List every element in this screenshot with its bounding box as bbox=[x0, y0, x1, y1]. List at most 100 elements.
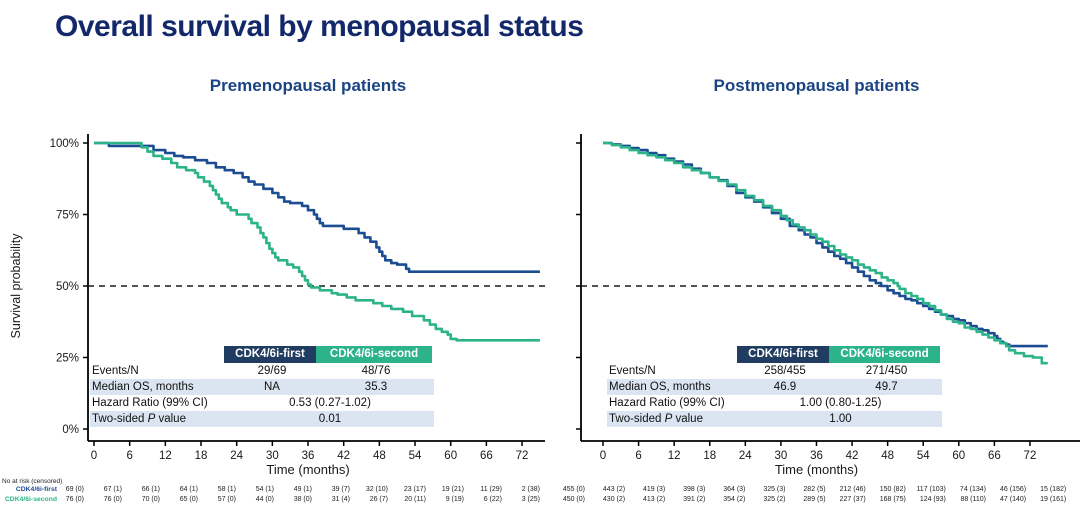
risk-count: 150 (82) bbox=[879, 485, 906, 493]
stats-row: Hazard Ratio (99% CI) 1.00 (0.80-1.25) bbox=[607, 395, 942, 411]
x-axis-title: Time (months) bbox=[775, 462, 858, 477]
y-tick-label: 75% bbox=[56, 210, 79, 222]
risk-count: 450 (0) bbox=[562, 496, 585, 503]
survival-curve-second bbox=[603, 141, 1048, 365]
x-tick-label: 72 bbox=[516, 450, 529, 462]
stats-header-row: CDK4/6i-first CDK4/6i-second bbox=[607, 346, 942, 363]
risk-count: 54 (1) bbox=[255, 485, 274, 493]
risk-count: 76 (0) bbox=[103, 496, 122, 503]
stats-row: Two-sided P value 0.01 bbox=[90, 411, 434, 427]
stats-row: Two-sided P value 1.00 bbox=[607, 411, 942, 427]
risk-count: 67 (1) bbox=[103, 485, 122, 493]
risk-count: 20 (11) bbox=[404, 496, 426, 503]
stats-value-second: 35.3 bbox=[364, 381, 388, 393]
risk-count: 117 (103) bbox=[916, 485, 946, 493]
panel-title-postmenopausal: Postmenopausal patients bbox=[713, 76, 920, 95]
risk-count: 168 (75) bbox=[879, 496, 906, 503]
risk-count: 70 (0) bbox=[141, 496, 160, 503]
page-title: Overall survival by menopausal status bbox=[55, 10, 584, 43]
risk-count: 88 (110) bbox=[960, 496, 986, 503]
stats-value-second: 48/76 bbox=[361, 365, 391, 377]
y-tick-label: 100% bbox=[50, 138, 79, 150]
stats-value-combined: 1.00 (0.80-1.25) bbox=[799, 397, 882, 409]
x-tick-label: 24 bbox=[739, 450, 752, 462]
stats-table-premenopausal: CDK4/6i-first CDK4/6i-second Events/N 29/69… bbox=[90, 346, 434, 427]
risk-count: 46 (156) bbox=[1000, 485, 1027, 493]
risk-count: 282 (5) bbox=[803, 485, 826, 493]
stats-row-label: Median OS, months bbox=[92, 381, 194, 393]
risk-count: 26 (7) bbox=[369, 496, 388, 503]
risk-count: 19 (21) bbox=[441, 485, 464, 493]
x-tick-label: 54 bbox=[917, 450, 930, 462]
x-tick-label: 6 bbox=[635, 450, 641, 462]
stats-row-label: Hazard Ratio (99% CI) bbox=[92, 397, 208, 409]
stats-table-postmenopausal: CDK4/6i-first CDK4/6i-second Events/N 258/4… bbox=[607, 346, 942, 427]
x-tick-label: 66 bbox=[480, 450, 493, 462]
x-tick-label: 24 bbox=[230, 450, 243, 462]
stats-header-row: CDK4/6i-first CDK4/6i-second bbox=[90, 346, 434, 363]
risk-count: 76 (0) bbox=[65, 496, 84, 503]
x-tick-label: 18 bbox=[195, 450, 208, 462]
stats-row-label: Hazard Ratio (99% CI) bbox=[609, 397, 725, 409]
stats-value-first: NA bbox=[264, 381, 280, 393]
x-tick-label: 0 bbox=[600, 450, 606, 462]
risk-count: 455 (0) bbox=[562, 485, 585, 493]
stats-row: Median OS, months NA 35.3 bbox=[90, 379, 434, 395]
survival-curve-first bbox=[94, 141, 540, 273]
risk-count: 57 (0) bbox=[217, 496, 236, 503]
stats-value-first: 46.9 bbox=[773, 381, 797, 393]
stats-value-first: 29/69 bbox=[257, 365, 287, 377]
risk-count: 64 (1) bbox=[179, 485, 198, 493]
at-risk-header: No at risk (censored) bbox=[2, 478, 63, 485]
stats-value-combined: 0.53 (0.27-1.02) bbox=[289, 397, 371, 409]
x-tick-label: 54 bbox=[409, 450, 422, 462]
risk-count: 49 (1) bbox=[293, 485, 312, 493]
x-tick-label: 30 bbox=[775, 450, 788, 462]
risk-count: 31 (4) bbox=[331, 496, 350, 503]
km-plot-premenopausal: 100% 75% 50% 25% 0% 0 6 12 18 24 30 36 42 48 54 60 66 72 T… bbox=[9, 134, 545, 477]
risk-count: 69 (0) bbox=[65, 485, 84, 493]
risk-count: 11 (29) bbox=[480, 485, 502, 493]
risk-count: 66 (1) bbox=[141, 485, 160, 493]
stats-row-label: Two-sided P value bbox=[92, 413, 186, 425]
km-chart-postmenopausal: 0 6 12 18 24 30 36 42 48 54 60 66 72 Time (months) CD… bbox=[555, 115, 1080, 480]
risk-count: 65 (0) bbox=[179, 496, 198, 503]
risk-count: 391 (2) bbox=[683, 496, 706, 503]
survival-curve-first bbox=[603, 141, 1048, 348]
km-chart-premenopausal: 100% 75% 50% 25% 0% 0 6 12 18 24 30 36 42 48 54 60 66 72 T… bbox=[0, 115, 545, 480]
x-axis-title: Time (months) bbox=[266, 462, 349, 477]
stats-row-label: Two-sided P value bbox=[609, 413, 703, 425]
risk-count: 19 (161) bbox=[1040, 496, 1067, 503]
stats-row-label: Events/N bbox=[609, 365, 656, 377]
risk-count: 325 (2) bbox=[763, 496, 786, 503]
risk-count: 32 (10) bbox=[365, 485, 388, 493]
x-tick-label: 0 bbox=[91, 450, 97, 462]
risk-count: 38 (0) bbox=[293, 496, 312, 503]
y-tick-label: 50% bbox=[56, 281, 79, 293]
x-tick-label: 36 bbox=[302, 450, 315, 462]
risk-count: 443 (2) bbox=[602, 485, 626, 493]
stats-value-second: 271/450 bbox=[865, 365, 908, 377]
risk-count: 289 (5) bbox=[803, 496, 826, 503]
x-tick-label: 18 bbox=[703, 450, 716, 462]
x-tick-label: 60 bbox=[444, 450, 457, 462]
risk-count: 58 (1) bbox=[217, 485, 236, 493]
survival-curve-second bbox=[94, 141, 540, 342]
risk-count: 419 (3) bbox=[643, 485, 666, 493]
risk-count: 47 (140) bbox=[1000, 496, 1027, 503]
stats-row-label: Events/N bbox=[92, 365, 139, 377]
stats-value-second: 49.7 bbox=[875, 381, 898, 393]
x-tick-label: 72 bbox=[1024, 450, 1037, 462]
y-tick-label: 0% bbox=[62, 424, 79, 436]
stats-row-label: Median OS, months bbox=[609, 381, 711, 393]
panel-title-premenopausal: Premenopausal patients bbox=[209, 76, 407, 95]
y-tick-label: 25% bbox=[56, 353, 79, 365]
risk-count: 39 (7) bbox=[331, 485, 350, 493]
x-tick-label: 60 bbox=[952, 450, 965, 462]
y-axis-title: Survival probability bbox=[9, 233, 23, 339]
x-tick-label: 48 bbox=[373, 450, 386, 462]
x-tick-label: 66 bbox=[988, 450, 1001, 462]
stats-row: Events/N 258/455 271/450 bbox=[607, 363, 942, 379]
risk-count: 3 (25) bbox=[521, 496, 540, 503]
x-tick-label: 12 bbox=[668, 450, 681, 462]
